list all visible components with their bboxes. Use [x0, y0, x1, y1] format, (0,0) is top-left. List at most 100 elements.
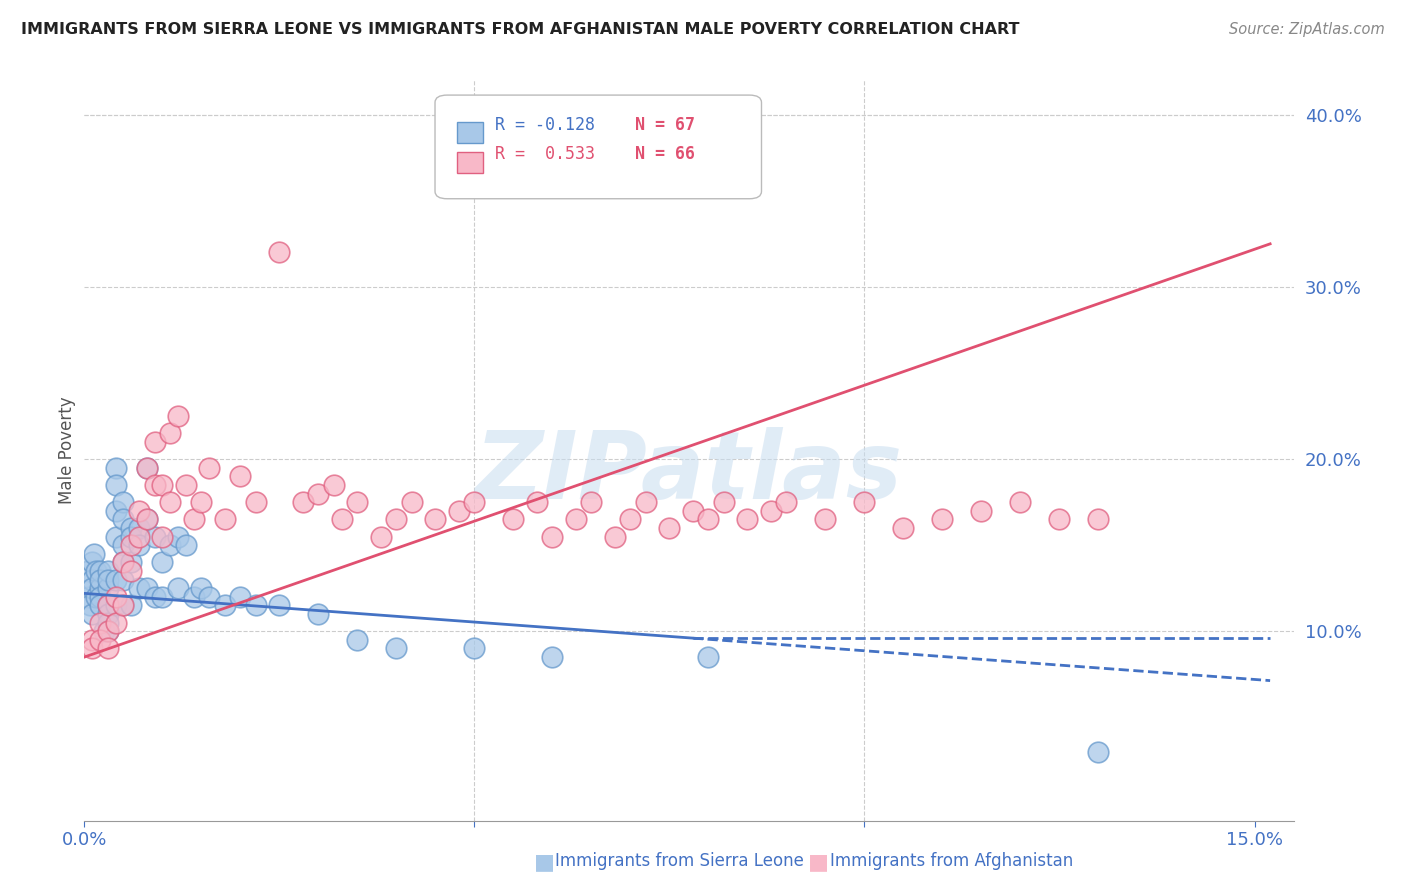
- Point: [214, 599, 236, 613]
- Point: [89, 632, 111, 647]
- Y-axis label: Male Poverty: Male Poverty: [58, 397, 76, 504]
- Point: [97, 599, 120, 613]
- Point: [447, 504, 470, 518]
- Point: [135, 581, 157, 595]
- Point: [167, 581, 190, 595]
- Point: [104, 504, 127, 518]
- Point: [190, 581, 212, 595]
- Point: [93, 624, 115, 639]
- Point: [658, 521, 681, 535]
- Point: [425, 512, 447, 526]
- Point: [346, 495, 368, 509]
- Point: [323, 478, 346, 492]
- Point: [159, 426, 181, 441]
- Point: [112, 555, 135, 569]
- Point: [463, 495, 485, 509]
- Text: ZIPatlas: ZIPatlas: [475, 426, 903, 518]
- Point: [97, 641, 120, 656]
- Point: [128, 504, 150, 518]
- Point: [120, 530, 142, 544]
- Point: [737, 512, 759, 526]
- Point: [104, 615, 127, 630]
- Point: [112, 573, 135, 587]
- Text: R =  0.533: R = 0.533: [495, 145, 596, 163]
- Text: N = 67: N = 67: [634, 116, 695, 134]
- Point: [682, 504, 704, 518]
- Point: [159, 495, 181, 509]
- Point: [135, 512, 157, 526]
- Point: [135, 512, 157, 526]
- Point: [401, 495, 423, 509]
- Point: [245, 599, 267, 613]
- Point: [82, 607, 104, 621]
- Point: [697, 512, 720, 526]
- Point: [104, 573, 127, 587]
- Point: [97, 624, 120, 639]
- Point: [97, 599, 120, 613]
- Point: [269, 599, 291, 613]
- Point: [603, 530, 626, 544]
- FancyBboxPatch shape: [457, 122, 484, 144]
- Text: R = -0.128: R = -0.128: [495, 116, 596, 134]
- Point: [84, 564, 107, 578]
- Point: [198, 590, 221, 604]
- Point: [82, 555, 104, 569]
- Point: [159, 538, 181, 552]
- Point: [346, 632, 368, 647]
- Point: [77, 564, 100, 578]
- Point: [190, 495, 212, 509]
- Text: Immigrants from Sierra Leone: Immigrants from Sierra Leone: [555, 852, 804, 870]
- Point: [183, 512, 205, 526]
- Point: [1049, 512, 1071, 526]
- Point: [291, 495, 314, 509]
- Point: [143, 590, 166, 604]
- Point: [82, 641, 104, 656]
- Point: [128, 521, 150, 535]
- Point: [89, 599, 111, 613]
- Point: [112, 512, 135, 526]
- Point: [541, 650, 564, 665]
- Point: [112, 599, 135, 613]
- Point: [97, 615, 120, 630]
- Point: [307, 486, 329, 500]
- Point: [89, 573, 111, 587]
- Point: [269, 245, 291, 260]
- Point: [697, 650, 720, 665]
- Point: [104, 478, 127, 492]
- Point: [128, 581, 150, 595]
- Point: [89, 615, 111, 630]
- Point: [581, 495, 603, 509]
- Point: [893, 521, 915, 535]
- Point: [112, 599, 135, 613]
- Point: [619, 512, 641, 526]
- Point: [135, 460, 157, 475]
- Point: [183, 590, 205, 604]
- Point: [135, 460, 157, 475]
- Point: [120, 538, 142, 552]
- Point: [229, 590, 252, 604]
- Point: [541, 530, 564, 544]
- Point: [150, 530, 173, 544]
- Point: [775, 495, 797, 509]
- Point: [759, 504, 782, 518]
- Point: [128, 530, 150, 544]
- Point: [853, 495, 876, 509]
- Text: N = 66: N = 66: [634, 145, 695, 163]
- Point: [120, 564, 142, 578]
- Point: [167, 530, 190, 544]
- Point: [463, 641, 485, 656]
- Point: [174, 478, 197, 492]
- Point: [82, 573, 104, 587]
- Point: [167, 409, 190, 423]
- Text: ■: ■: [534, 853, 555, 872]
- Text: ■: ■: [808, 853, 830, 872]
- Point: [83, 547, 105, 561]
- Point: [150, 478, 173, 492]
- Point: [120, 521, 142, 535]
- Point: [502, 512, 524, 526]
- Point: [245, 495, 267, 509]
- Text: Immigrants from Afghanistan: Immigrants from Afghanistan: [830, 852, 1073, 870]
- Point: [89, 590, 111, 604]
- Point: [565, 512, 588, 526]
- Point: [634, 495, 657, 509]
